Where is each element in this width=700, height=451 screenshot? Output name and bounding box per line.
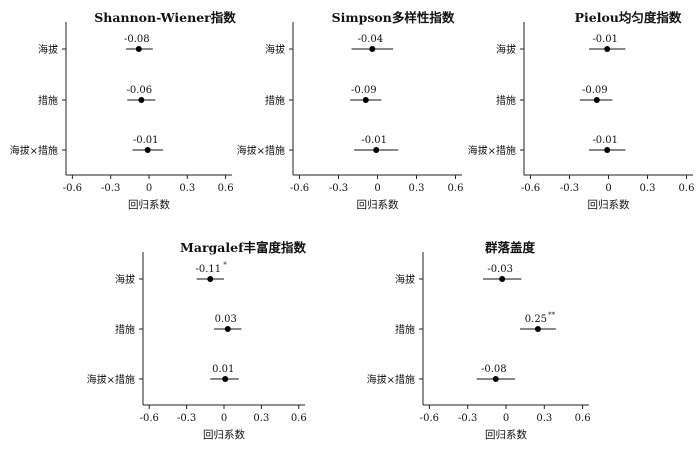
coefficient-point [207,276,214,282]
data-label: -0.08 [124,34,150,45]
coefficient-point [222,376,229,382]
x-tick-label: -0.6 [521,183,540,194]
data-label: -0.11 [195,264,221,275]
x-tick-label: 0.3 [536,413,552,424]
panel-title: Shannon-Wiener指数 [94,10,236,25]
coefficient-point [534,326,541,332]
panel-title: 群落盖度 [484,240,536,255]
x-axis-label: 回归系数 [128,198,170,211]
x-axis-label: 回归系数 [485,428,527,441]
y-category-label: 海拔 [496,43,516,56]
coefficient-point [373,147,380,153]
y-category-label: 海拔 [38,43,58,56]
y-category-label: 措施 [265,94,285,107]
coefficient-point [138,97,145,103]
x-tick-label: -0.3 [101,183,120,194]
y-category-label: 海拔 [395,273,415,286]
x-tick-label: -0.3 [177,413,196,424]
data-label: -0.01 [361,135,387,146]
data-label: 0.25 [525,314,547,325]
x-tick-label: -0.3 [560,183,579,194]
coefficient-point [224,326,231,332]
x-tick-label: -0.3 [458,413,477,424]
y-category-label: 措施 [395,323,415,336]
x-tick-label: 0 [221,413,227,424]
data-label: -0.08 [481,364,507,375]
coefficient-point [593,97,600,103]
coefficient-point [604,147,611,153]
x-tick-label: 0.3 [179,183,195,194]
x-tick-label: 0 [605,183,611,194]
x-tick-label: 0.3 [409,183,425,194]
x-tick-label: 0 [503,413,509,424]
x-tick-label: 0.6 [575,413,591,424]
y-category-label: 措施 [496,94,516,107]
panel-title: Margalef丰富度指数 [180,240,306,255]
significance-marker: ** [548,311,556,319]
x-tick-label: -0.3 [329,183,348,194]
x-axis-label: 回归系数 [588,198,630,211]
coefficient-point [492,376,499,382]
data-label: -0.09 [582,85,608,96]
coefficient-point [362,97,369,103]
panel-title: Simpson多样性指数 [332,10,455,25]
data-label: -0.01 [592,34,618,45]
x-tick-label: 0.3 [253,413,269,424]
y-category-label: 措施 [115,323,135,336]
coefficient-point [144,147,151,153]
x-tick-label: -0.6 [290,183,309,194]
data-label: -0.04 [357,34,383,45]
coefficient-point [499,276,506,282]
x-tick-label: -0.6 [140,413,159,424]
y-category-label: 海拔×措施 [87,373,135,386]
x-tick-label: 0.6 [291,413,307,424]
x-tick-label: 0 [146,183,152,194]
x-tick-label: 0.6 [679,183,695,194]
significance-marker: * [223,261,227,269]
data-label: -0.01 [592,135,618,146]
y-category-label: 海拔 [115,273,135,286]
x-tick-label: 0.6 [218,183,234,194]
y-category-label: 海拔×措施 [367,373,415,386]
y-category-label: 海拔×措施 [10,144,58,157]
data-label: -0.01 [133,135,159,146]
coefficient-point [369,46,376,52]
coefficient-point [135,46,142,52]
x-tick-label: 0 [374,183,380,194]
data-label: 0.03 [215,314,237,325]
data-label: -0.06 [127,85,153,96]
x-tick-label: 0.3 [640,183,656,194]
coefficient-point [604,46,611,52]
x-tick-label: 0.6 [448,183,464,194]
x-tick-label: -0.6 [63,183,82,194]
y-category-label: 海拔×措施 [468,144,516,157]
x-tick-label: -0.6 [420,413,439,424]
y-category-label: 海拔×措施 [237,144,285,157]
panel-title: Pielou均匀度指数 [575,10,682,25]
y-category-label: 海拔 [265,43,285,56]
y-category-label: 措施 [38,94,58,107]
x-axis-label: 回归系数 [203,428,245,441]
data-label: -0.03 [487,264,513,275]
x-axis-label: 回归系数 [357,198,399,211]
data-label: -0.09 [351,85,377,96]
data-label: 0.01 [212,364,234,375]
